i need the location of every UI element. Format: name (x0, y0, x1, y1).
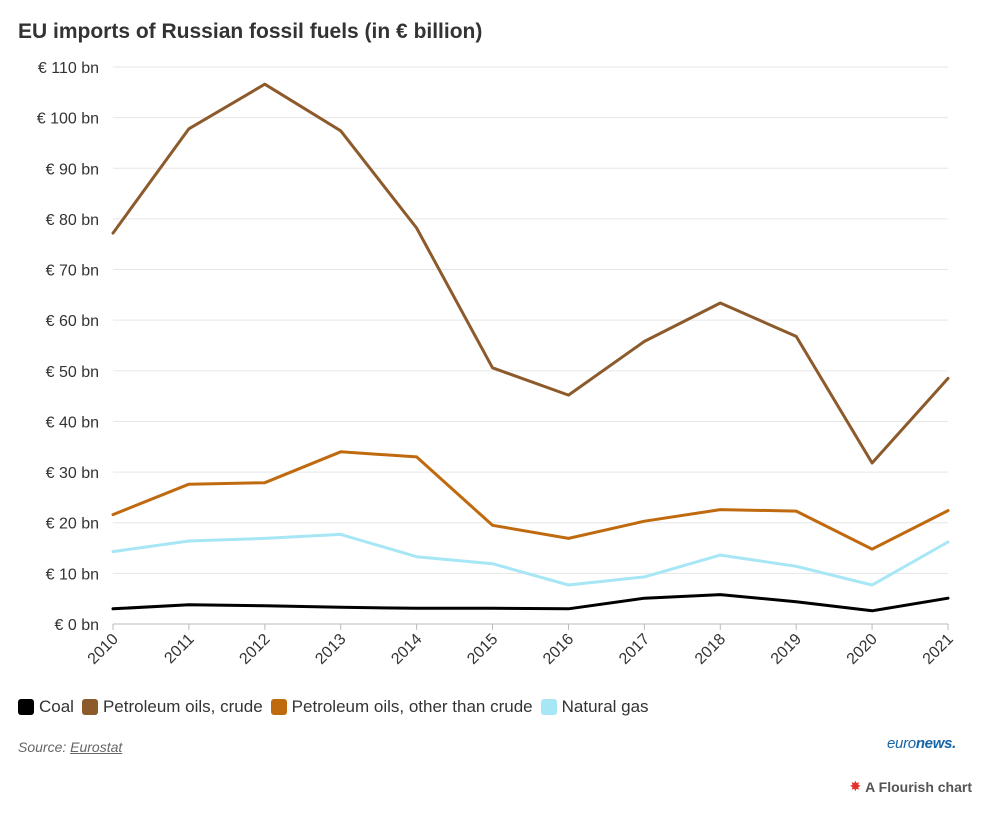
legend: Coal Petroleum oils, crude Petroleum oils,… (18, 697, 657, 717)
legend-item[interactable]: Coal (18, 697, 74, 717)
y-tick-label: € 10 bn (46, 566, 99, 583)
x-tick-label: 2016 (540, 631, 577, 668)
brand-bold: news. (915, 735, 956, 752)
series-lines (111, 82, 950, 613)
legend-label: Natural gas (561, 697, 649, 716)
y-tick-label: € 40 bn (46, 414, 99, 431)
grid-lines (113, 66, 948, 625)
legend-label: Petroleum oils, other than crude (291, 697, 533, 716)
legend-swatch (540, 699, 557, 715)
legend-item[interactable]: Petroleum oils, crude (81, 697, 263, 717)
x-tick-label: 2015 (464, 631, 501, 668)
x-tick-label: 2019 (768, 631, 805, 668)
series-line-2[interactable] (111, 450, 950, 551)
series-line-1[interactable] (111, 82, 950, 465)
x-tick-label: 2013 (312, 631, 349, 668)
brand-light: euro (886, 735, 916, 752)
x-tick-label: 2010 (85, 631, 122, 668)
y-tick-label: € 90 bn (46, 161, 99, 178)
source-note: Source: Eurostat (18, 739, 122, 755)
series-line-0[interactable] (111, 593, 950, 613)
series-line-3[interactable] (111, 532, 950, 587)
legend-label: Petroleum oils, crude (102, 697, 263, 716)
flourish-label: A Flourish chart (865, 778, 972, 795)
legend-swatch (270, 699, 287, 715)
y-tick-label: € 30 bn (46, 465, 99, 482)
legend-swatch (81, 699, 98, 715)
x-tick-label: 2014 (388, 631, 425, 668)
source-prefix: Source: (18, 739, 71, 755)
legend-item[interactable]: Natural gas (540, 697, 649, 717)
flourish-credit[interactable]: ✸ A Flourish chart (849, 778, 972, 795)
chart-title: EU imports of Russian fossil fuels (in €… (18, 20, 483, 43)
y-tick-label: € 50 bn (46, 364, 99, 381)
y-tick-label: € 60 bn (46, 313, 99, 330)
x-tick-label: 2011 (161, 631, 197, 667)
y-tick-label: € 20 bn (46, 516, 99, 533)
legend-swatch (18, 699, 34, 715)
y-tick-label: € 70 bn (46, 263, 99, 280)
y-tick-label: € 80 bn (46, 212, 99, 229)
legend-label: Coal (39, 697, 74, 716)
x-tick-label: 2012 (236, 631, 273, 668)
x-tick-label: 2018 (692, 631, 729, 668)
source-link[interactable]: Eurostat (70, 739, 123, 755)
x-tick-label: 2017 (616, 631, 653, 668)
legend-item[interactable]: Petroleum oils, other than crude (270, 697, 533, 717)
x-tick-label: 2020 (844, 631, 881, 668)
x-tick-label: 2021 (920, 631, 957, 668)
flourish-logo-icon: ✸ (849, 778, 862, 794)
euronews-logo[interactable]: euronews. (887, 735, 956, 752)
y-axis-ticks: € 0 bn € 10 bn € 20 bn € 30 bn € 40 bn € 50 b… (37, 60, 99, 634)
y-tick-label: € 0 bn (55, 617, 99, 634)
x-axis-ticks: 2010 2011 2012 2013 2014 2015 2016 2017 2018 2019… (85, 624, 957, 668)
y-tick-label: € 110 bn (38, 60, 99, 77)
y-tick-label: € 100 bn (37, 111, 99, 128)
